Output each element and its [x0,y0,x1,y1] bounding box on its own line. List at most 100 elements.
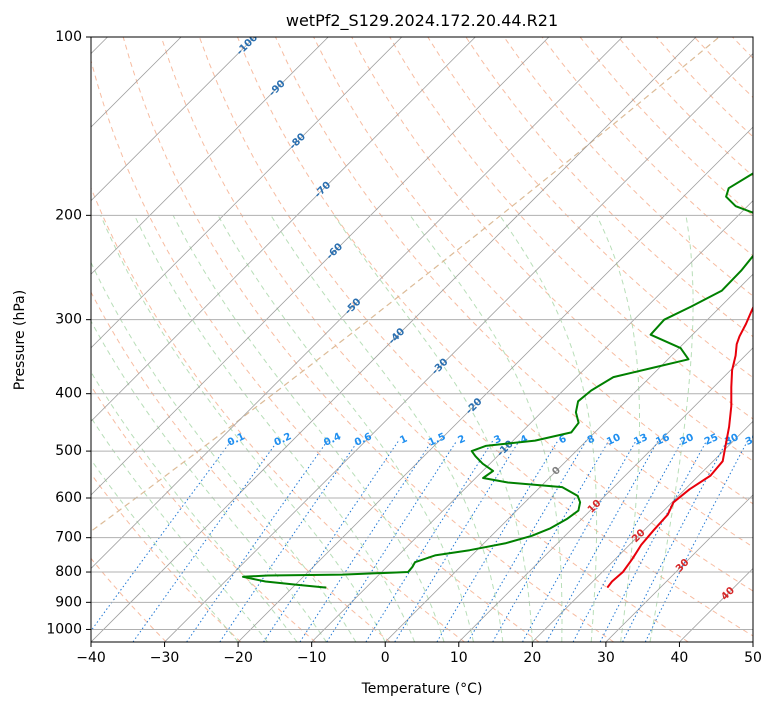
isotherm-line [605,494,753,642]
mixing-ratio-label: 0.2 [273,431,294,448]
isotherm-label: -80 [288,131,309,152]
isotherm-label: -100 [235,32,261,58]
mixing-ratio-line [572,440,683,642]
dry-adiabat-line [693,37,753,99]
x-tick-label: 20 [523,650,541,666]
mixing-ratio-label: 1 [398,434,409,447]
y-tick-label: 400 [55,386,82,402]
mixing-ratio-line [522,440,637,642]
mixing-ratio-line [599,440,708,642]
mixing-ratio-label: 2 [456,433,467,446]
x-axis: −40 −30 −20 −10 0 10 20 30 40 50 [76,642,762,666]
mixing-ratio-line [546,440,659,642]
y-tick-label: 600 [55,490,82,506]
isotherm-label: 40 [719,585,737,603]
isotherm-label: -40 [387,326,408,347]
dry-adiabat-line [91,384,316,642]
isotherm-line [532,420,753,642]
mixing-ratio-line [365,440,494,642]
y-tick-label: 100 [55,29,82,45]
mixing-ratio-line [263,440,400,642]
profile-lines [242,172,753,589]
mixing-ratio-label: 0.4 [322,431,343,448]
moist-adiabat-line [270,215,504,642]
mixing-ratio-label: 20 [678,432,695,448]
y-tick-label: 900 [55,594,82,610]
moist-adiabat-line [100,215,386,642]
moist-adiabat-line [596,215,640,642]
isotherm-label: -50 [343,297,364,318]
mixing-ratio-line [467,440,587,642]
dewpoint-profile [242,172,753,589]
isotherm-line [91,37,329,275]
x-axis-label: Temperature (°C) [361,681,483,697]
dry-adiabat-line [91,58,540,642]
mixing-ratio-label: 16 [654,432,671,448]
dry-adiabat-line [237,37,753,592]
mixing-ratio-line [299,440,433,642]
mixing-ratio-label: 10 [605,432,622,448]
dry-adiabat-line [91,291,391,642]
x-tick-label: −40 [76,650,106,666]
y-tick-label: 1000 [46,621,82,637]
mixing-ratio-line [492,440,610,642]
dry-adiabat-line [655,37,753,138]
isotherm-label: -90 [267,78,288,99]
isotherm-line [91,37,623,570]
y-tick-label: 500 [55,443,82,459]
temperature-profile [606,305,753,589]
moist-adiabat-line [499,215,598,642]
dry-adiabat-line [503,37,753,297]
x-tick-label: 40 [671,650,689,666]
moist-adiabat-line [134,215,416,642]
mixing-ratio-label: 13 [632,432,649,448]
x-tick-label: 50 [744,650,762,666]
moist-adiabat-line [333,215,533,642]
mixing-ratio-line [436,440,559,642]
mixing-ratio-label: 3 [492,434,503,447]
mixing-ratio-label: 25 [703,432,720,448]
dry-adiabat-line [275,37,753,548]
x-tick-label: 10 [450,650,468,666]
x-tick-label: 30 [597,650,615,666]
x-tick-label: −30 [150,650,180,666]
isotherm-line [91,37,255,202]
isotherm-line [311,200,753,642]
background-lines: -100-90-80-70-60-50-40-30-20-10010203040… [91,32,775,642]
mixing-ratio-line [132,440,279,642]
mixing-ratio-label: 4 [519,433,530,446]
mixing-ratio-label: 8 [586,434,597,447]
isotherm-label: -30 [430,357,451,378]
x-tick-label: −20 [223,650,253,666]
isotherm-label: -60 [325,241,346,262]
dry-adiabat-line [91,557,167,642]
auxiliary-curve [91,37,720,533]
moist-adiabat-line [172,215,445,642]
dry-adiabat-line [313,37,753,505]
dry-adiabat-line [91,186,465,642]
dry-adiabat-line [771,37,775,642]
isotherm-label: 0 [550,465,563,478]
moist-adiabat-line [409,215,563,642]
isotherm-line [384,273,753,642]
moist-adiabat-line [91,458,239,642]
moist-adiabat-line [91,416,268,642]
mixing-ratio-label: 1.5 [427,431,448,448]
isotherm-line [91,37,476,422]
isotherm-line [91,37,403,349]
isotherm-line [91,37,697,642]
mixing-ratio-line [91,440,232,632]
dry-adiabat-line [122,37,614,642]
isotherm-line [458,347,753,642]
dry-adiabat-line [427,37,753,379]
moist-adiabat-line [91,320,327,642]
mixing-ratio-label: 0.6 [353,431,374,448]
isotherm-label: -20 [464,396,485,417]
isotherm-line [91,37,550,496]
mixing-ratio-line [326,440,458,642]
isotherm-label: 10 [586,498,604,516]
moist-adiabat-line [91,370,298,642]
y-tick-label: 700 [55,530,82,546]
mixing-ratio-label: 36 [744,432,761,448]
